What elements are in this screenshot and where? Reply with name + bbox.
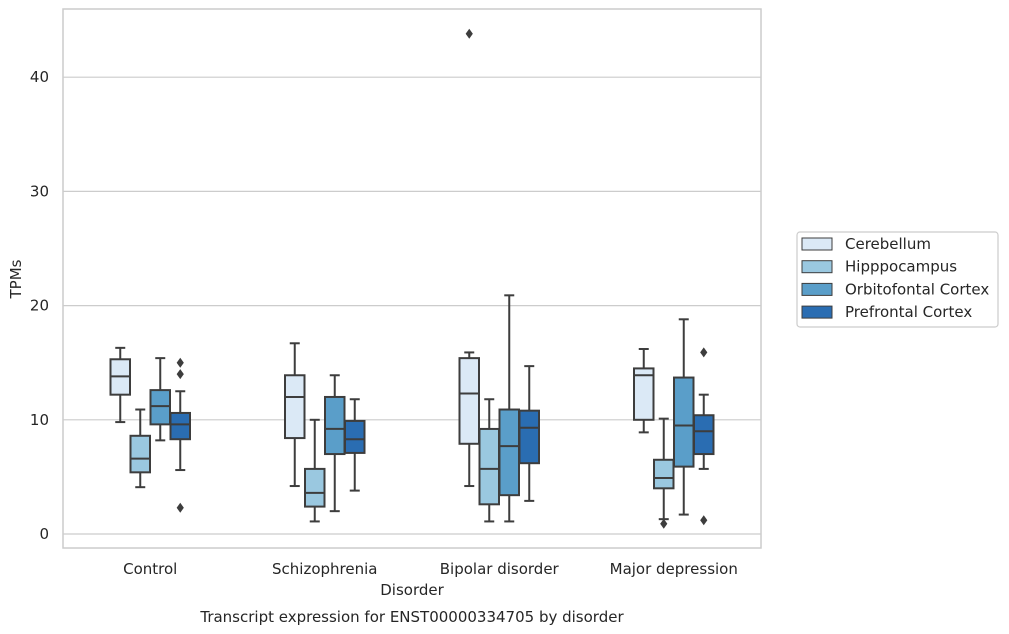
y-tick-labels: 0 10 20 30 40 <box>30 68 49 543</box>
box-orbitofontal-cortex <box>149 357 171 442</box>
box-iqr <box>518 409 540 465</box>
box-cerebellum <box>633 347 655 434</box>
box-iqr <box>693 414 715 456</box>
legend: Cerebellum Hipppocampus Orbitofontal Corte… <box>796 231 999 328</box>
x-tick-label: Schizophrenia <box>272 560 377 578</box>
box-iqr <box>149 389 171 426</box>
legend-item: Prefrontal Cortex <box>801 303 972 321</box>
box-hipppocampus <box>304 418 326 523</box>
box-plot-series <box>109 28 715 529</box>
legend-label: Prefrontal Cortex <box>845 303 972 321</box>
box-prefrontal-cortex <box>693 347 715 526</box>
legend-swatch <box>801 282 833 296</box>
box-prefrontal-cortex <box>169 357 191 513</box>
outlier-point <box>176 357 184 368</box>
box-hipppocampus <box>129 408 151 489</box>
x-tick-label: Bipolar disorder <box>440 560 560 578</box>
box-cerebellum <box>109 346 131 424</box>
legend-frame <box>796 231 999 328</box>
legend-item: Orbitofontal Cortex <box>801 280 989 298</box>
legend-label: Orbitofontal Cortex <box>845 280 989 298</box>
box-iqr <box>324 395 346 456</box>
outlier-point <box>176 369 184 380</box>
box-iqr <box>304 467 326 508</box>
box-orbitofontal-cortex <box>498 294 520 523</box>
outlier-point <box>700 515 708 526</box>
box-iqr <box>673 376 695 468</box>
box-iqr <box>458 357 480 445</box>
box-prefrontal-cortex <box>344 398 366 492</box>
box-orbitofontal-cortex <box>673 318 695 516</box>
x-tick-label: Major depression <box>610 560 738 578</box>
legend-swatch <box>801 260 833 274</box>
outlier-point <box>176 502 184 513</box>
outlier-point <box>465 28 473 39</box>
x-tick-labels: Control Schizophrenia Bipolar disorder Majo… <box>123 560 738 578</box>
legend-swatch <box>801 305 833 319</box>
box-orbitofontal-cortex <box>324 374 346 513</box>
box-iqr <box>344 419 366 454</box>
y-tick-label: 30 <box>30 182 49 200</box>
box-iqr <box>284 374 306 440</box>
plot-frame <box>62 8 762 549</box>
outlier-point <box>660 518 668 529</box>
y-tick-label: 10 <box>30 411 49 429</box>
box-iqr <box>129 434 151 474</box>
chart-caption: Transcript expression for ENST0000033470… <box>199 608 624 626</box>
box-prefrontal-cortex <box>518 365 540 502</box>
y-axis-label: TPMs <box>7 259 25 299</box>
y-tick-label: 20 <box>30 297 49 315</box>
box-cerebellum <box>284 342 306 488</box>
box-iqr <box>653 458 675 490</box>
box-cerebellum <box>458 28 480 488</box>
box-hipppocampus <box>478 398 500 523</box>
legend-item: Hipppocampus <box>801 258 957 276</box>
box-iqr <box>633 367 655 421</box>
y-tick-label: 0 <box>39 525 49 543</box>
legend-swatch <box>801 237 833 251</box>
box-iqr <box>498 408 520 497</box>
x-axis-label: Disorder <box>380 581 444 599</box>
box-iqr <box>478 427 500 506</box>
legend-label: Hipppocampus <box>845 258 957 276</box>
legend-label: Cerebellum <box>845 235 931 253</box>
outlier-point <box>700 347 708 358</box>
box-iqr <box>169 411 191 441</box>
y-tick-label: 40 <box>30 68 49 86</box>
legend-item: Cerebellum <box>801 235 931 253</box>
x-tick-label: Control <box>123 560 177 578</box>
box-hipppocampus <box>653 417 675 529</box>
